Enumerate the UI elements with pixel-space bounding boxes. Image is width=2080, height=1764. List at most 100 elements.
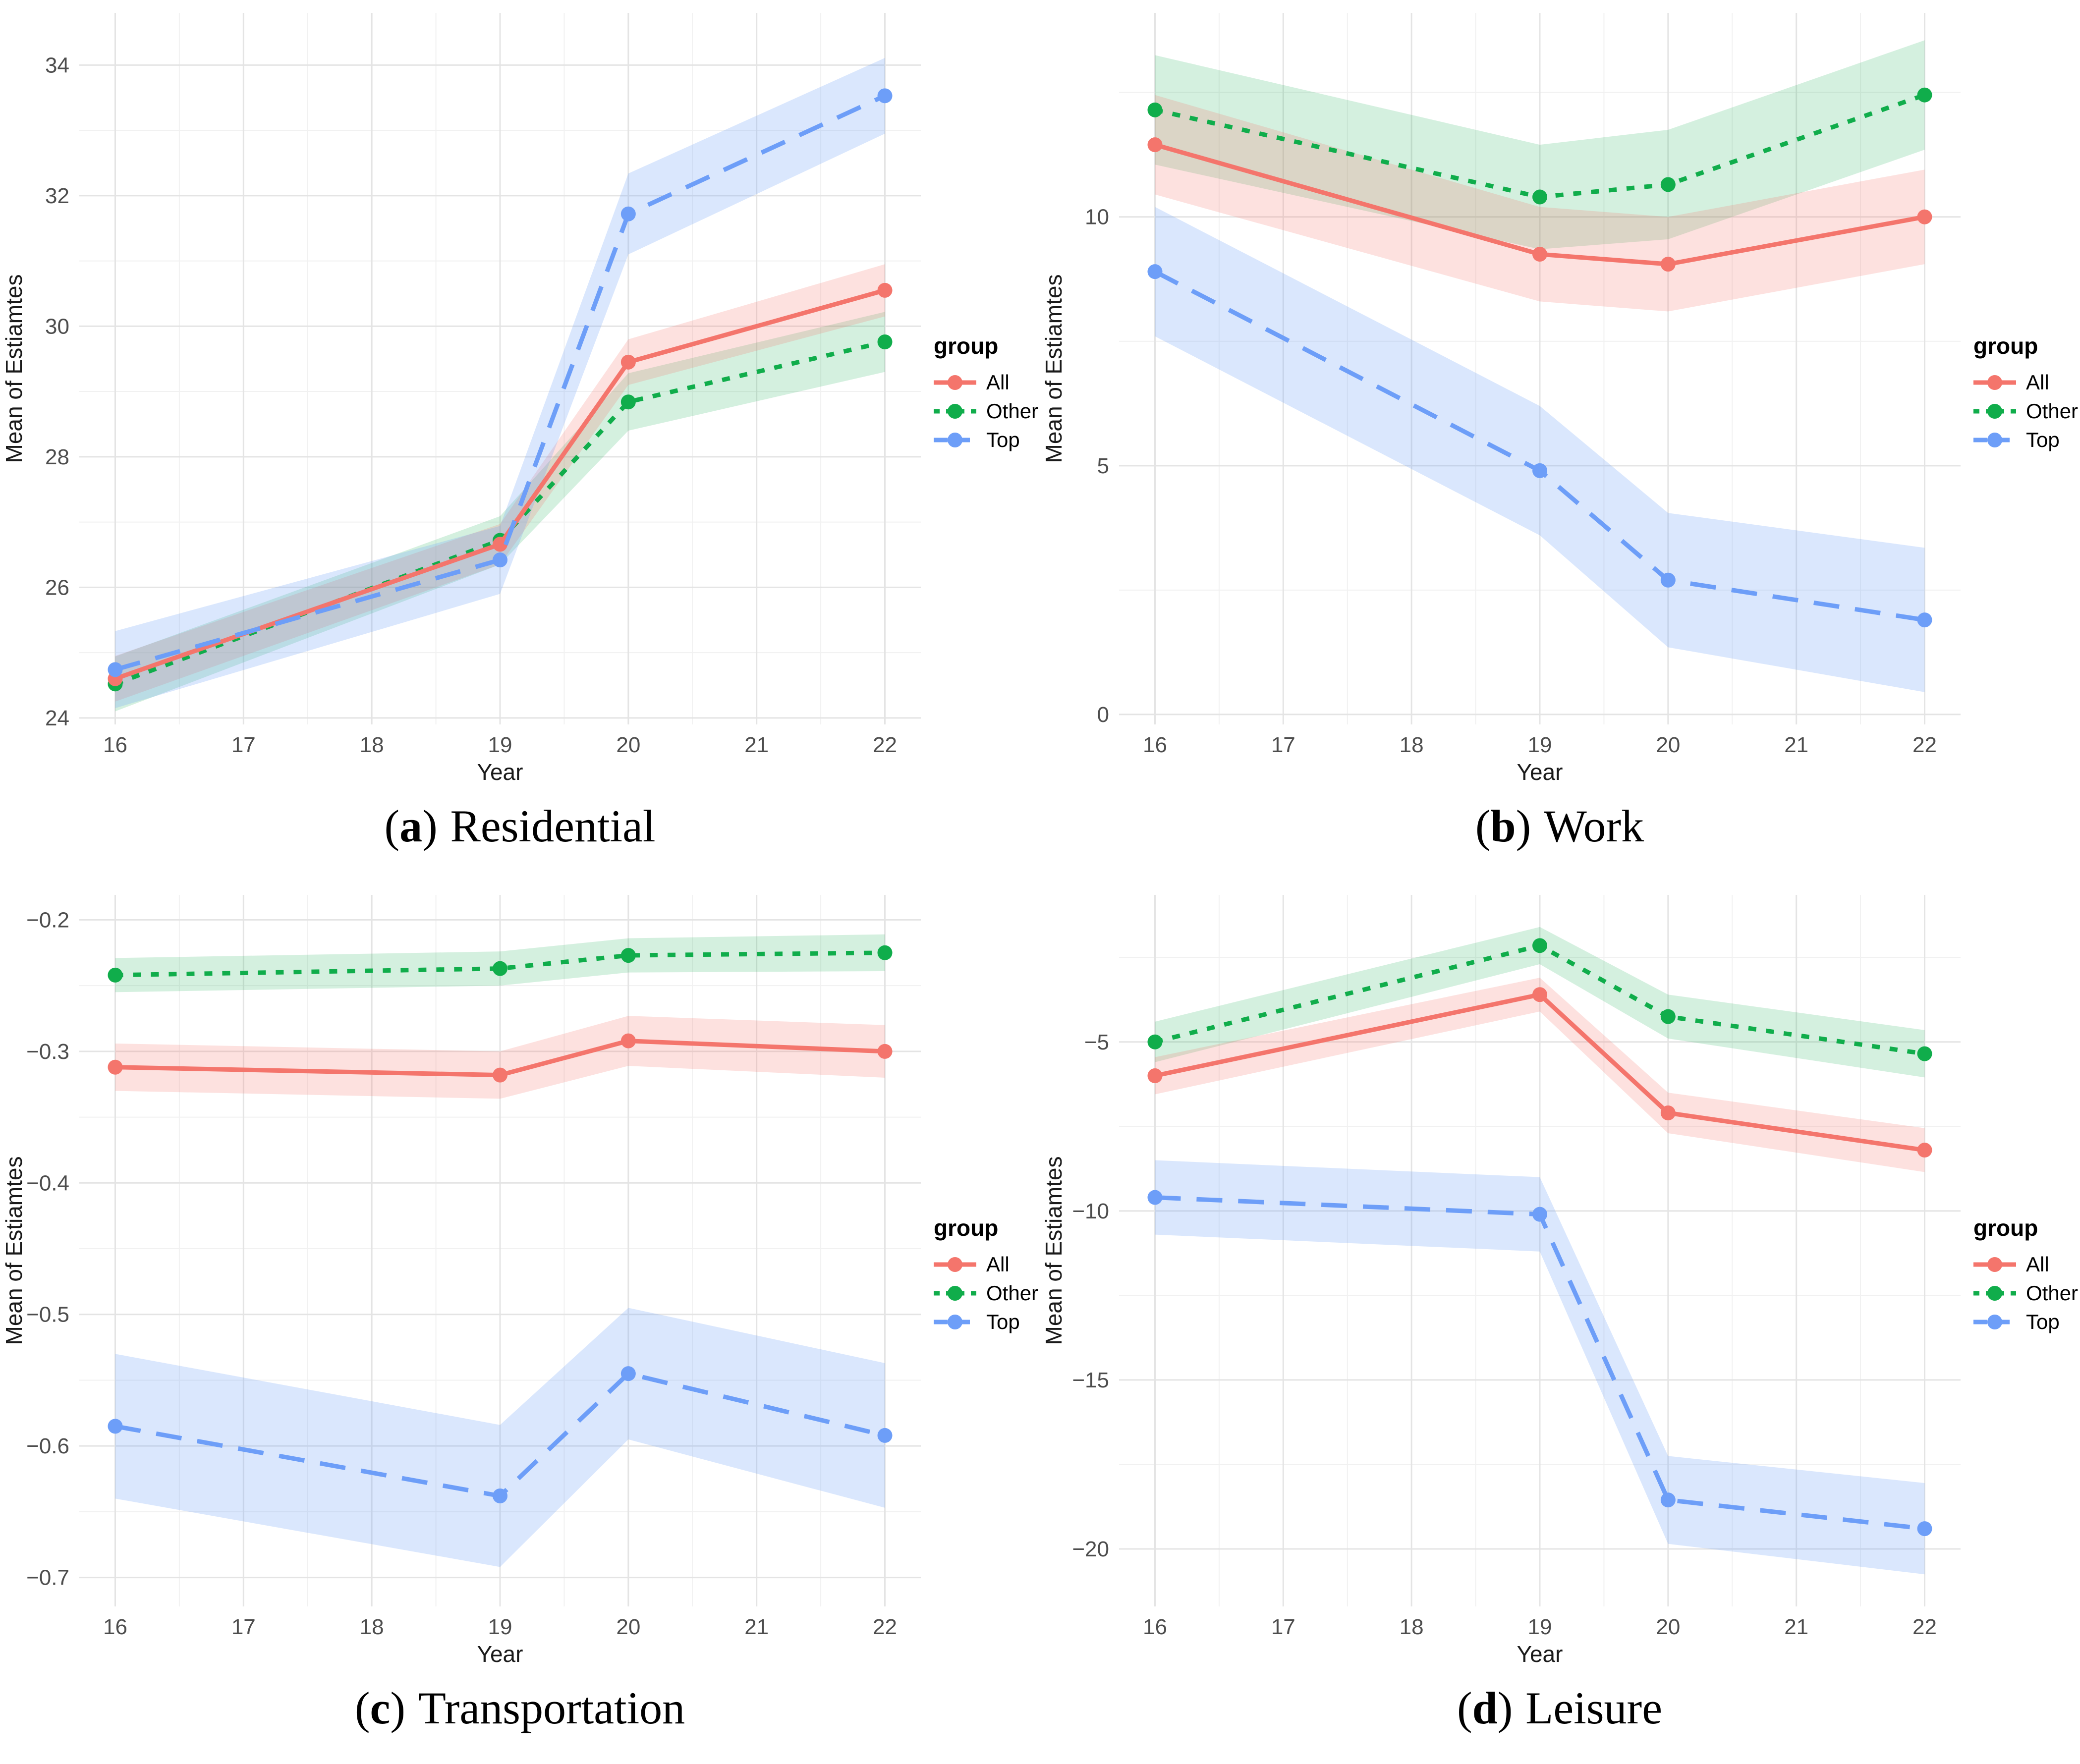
- legend: group All Other Top: [934, 1215, 1038, 1333]
- legend: group All Other Top: [1973, 1215, 2078, 1333]
- legend-item-label: All: [2026, 371, 2049, 394]
- y-tick-label: 0: [1097, 703, 1109, 727]
- line-top: [114, 1371, 886, 1498]
- ribbon-all: [1155, 95, 1925, 312]
- x-tick-label: 21: [744, 733, 769, 757]
- legend: group All Other Top: [934, 333, 1038, 451]
- data-point: [1147, 102, 1163, 117]
- legend-title: group: [1973, 333, 2038, 359]
- legend-key-point: [948, 433, 962, 447]
- y-axis-title: Mean of Estiamtes: [1, 1157, 27, 1345]
- x-tick-label: 20: [1656, 1615, 1680, 1639]
- data-point: [1532, 1207, 1547, 1222]
- y-tick-label: 10: [1085, 205, 1109, 229]
- panel-c-transportation: −0.7 −0.6 −0.5 −0.4 −0.3 −0.2 16 17 18 19 20 21 22 Ye…: [0, 882, 1040, 1764]
- data-point: [493, 1067, 507, 1083]
- caption-label: Leisure: [1525, 1683, 1663, 1733]
- data-point: [620, 948, 636, 963]
- x-tick-label: 16: [103, 733, 127, 757]
- y-tick-label: −10: [1072, 1199, 1109, 1223]
- data-point: [1147, 137, 1163, 153]
- legend-item-top: Top: [934, 1310, 1020, 1333]
- points-other: [1147, 938, 1932, 1061]
- line-all: [114, 288, 886, 681]
- data-point: [108, 1059, 123, 1075]
- data-point: [1147, 1068, 1163, 1083]
- y-tick-label: 32: [45, 184, 69, 208]
- line-other: [1154, 943, 1925, 1056]
- transportation-chart: −0.7 −0.6 −0.5 −0.4 −0.3 −0.2 16 17 18 19 20 21 22 Ye…: [0, 882, 1040, 1671]
- points-all: [1147, 987, 1932, 1158]
- data-point: [1532, 463, 1547, 478]
- y-tick-label: 5: [1097, 454, 1109, 478]
- x-tick-label: 18: [360, 1615, 384, 1639]
- panel-b-work: 0 5 10 16 17 18 19 20 21 22 Year Mean of Estiamtes g…: [1040, 0, 2080, 882]
- axis-tick-labels: 0 5 10 16 17 18 19 20 21 22: [1085, 205, 1937, 757]
- y-axis-title: Mean of Estiamtes: [1, 275, 27, 463]
- points-all: [108, 1033, 893, 1083]
- x-tick-label: 20: [1656, 733, 1680, 757]
- legend-key-point: [1987, 1257, 2002, 1272]
- x-tick-label: 19: [488, 1615, 512, 1639]
- data-point: [1532, 938, 1547, 953]
- panel-d-leisure: −20 −15 −10 −5 16 17 18 19 20 21 22 Year Mean of Est…: [1040, 882, 2080, 1764]
- x-tick-label: 17: [231, 733, 256, 757]
- line-top: [114, 94, 886, 672]
- legend-item-other: Other: [1973, 399, 2078, 423]
- line-all: [115, 1039, 885, 1078]
- line-all: [1154, 992, 1925, 1153]
- legend-item-label: All: [2026, 1253, 2049, 1276]
- legend-item-top: Top: [1973, 1310, 2060, 1333]
- legend-item-all: All: [934, 371, 1010, 394]
- x-tick-label: 21: [1784, 1615, 1808, 1639]
- x-tick-label: 19: [1528, 733, 1552, 757]
- caption-b: (b) Work: [1040, 800, 2080, 852]
- grid-major: [1119, 895, 1961, 1606]
- legend-key-point: [948, 404, 962, 419]
- x-tick-label: 17: [231, 1615, 256, 1639]
- x-axis-title: Year: [1517, 1641, 1563, 1667]
- legend-title: group: [1973, 1215, 2038, 1241]
- caption-close-paren: ): [1497, 1683, 1513, 1733]
- data-point: [877, 88, 893, 104]
- line-other: [1154, 93, 1926, 200]
- legend-item-label: Other: [986, 399, 1038, 423]
- caption-open-paren: (: [354, 1683, 370, 1733]
- ribbon-top: [1155, 1160, 1925, 1575]
- legend-item-top: Top: [934, 428, 1020, 451]
- points-top: [108, 1366, 893, 1504]
- legend-key-point: [948, 1286, 962, 1301]
- work-chart: 0 5 10 16 17 18 19 20 21 22 Year Mean of Estiamtes g…: [1040, 0, 2080, 789]
- y-tick-label: −15: [1072, 1368, 1109, 1392]
- data-point: [1660, 572, 1676, 588]
- line-all: [1154, 142, 1925, 267]
- x-tick-label: 22: [873, 733, 897, 757]
- x-tick-label: 21: [1784, 733, 1808, 757]
- data-point: [1147, 1034, 1163, 1049]
- points-top: [108, 88, 893, 677]
- ribbon-other: [1155, 927, 1925, 1078]
- data-point: [620, 206, 636, 221]
- legend-title: group: [934, 1215, 998, 1241]
- ribbon-all: [115, 264, 885, 702]
- panel-a-residential: 24 26 28 30 32 34 16 17 18 19 20 21 22 Year Mean of Es…: [0, 0, 1040, 882]
- axis-tick-labels: 24 26 28 30 32 34 16 17 18 19 20 21 22: [45, 53, 897, 757]
- data-point: [493, 537, 507, 552]
- points-all: [108, 282, 893, 686]
- caption-label: Work: [1544, 801, 1644, 851]
- caption-c: (c) Transportation: [0, 1682, 1040, 1734]
- data-point: [877, 334, 893, 349]
- x-tick-label: 16: [1143, 733, 1167, 757]
- legend-item-label: Top: [2026, 428, 2060, 451]
- data-point: [108, 1419, 123, 1434]
- data-point: [1532, 987, 1547, 1002]
- points-all: [1147, 137, 1932, 272]
- legend-key-point: [1987, 433, 2002, 447]
- ribbon-other: [1155, 40, 1925, 249]
- legend-item-label: All: [986, 1253, 1010, 1276]
- caption-open-paren: (: [1475, 801, 1491, 851]
- legend-item-other: Other: [1973, 1281, 2078, 1305]
- points-other: [108, 945, 893, 983]
- x-tick-label: 20: [616, 733, 640, 757]
- y-tick-label: −20: [1072, 1537, 1109, 1561]
